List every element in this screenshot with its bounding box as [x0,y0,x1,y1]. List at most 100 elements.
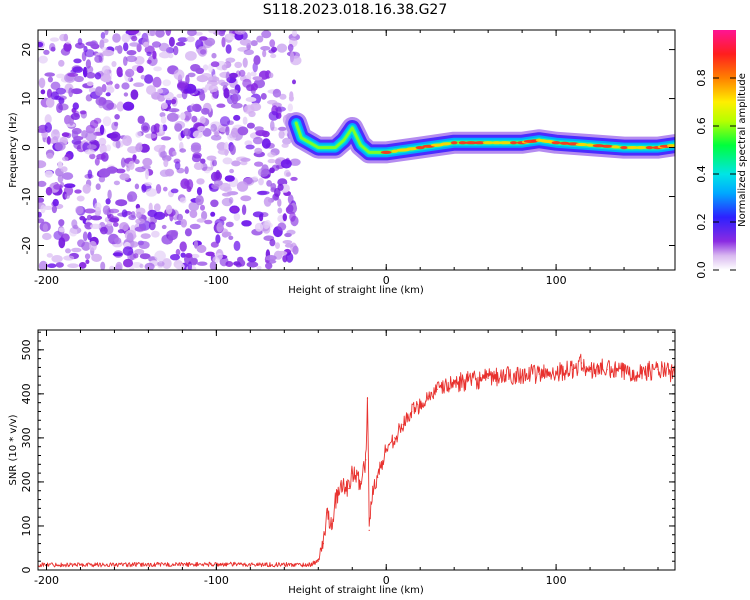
snr-data-point [538,373,540,375]
noise-blob [191,115,198,123]
noise-blob [60,166,68,173]
noise-blob [105,144,111,152]
noise-blob [154,250,166,262]
noise-blob [160,116,167,124]
snr-data-point [360,481,362,483]
noise-blob [253,55,261,66]
noise-blob [71,127,82,135]
noise-blob [234,30,246,35]
noise-blob [182,110,192,121]
noise-blob [134,159,140,165]
noise-blob [145,133,157,139]
noise-blob [122,135,132,147]
noise-blob [105,92,111,97]
noise-blob [62,156,69,162]
noise-blob [210,199,219,208]
noise-blob [216,222,224,233]
y-tick-label: 300 [20,427,33,448]
noise-blob [139,253,151,260]
noise-blob [202,127,212,137]
noise-blob [187,30,197,37]
noise-blob [242,57,248,68]
noise-blob [187,261,192,270]
y-tick-label: -20 [20,237,33,255]
noise-blob [103,69,110,81]
noise-blob [257,190,270,195]
signal-hotspot [430,143,444,147]
noise-blob [189,209,198,219]
noise-blob [135,218,146,225]
snr-data-point [581,362,583,364]
noise-blob [193,162,204,170]
noise-blob [199,91,206,102]
noise-blob [104,217,110,223]
noise-blob [87,144,97,150]
noise-blob [171,230,179,237]
noise-blob [75,205,84,215]
noise-blob [254,126,264,132]
snr-data-point [572,369,574,371]
noise-blob [50,81,61,91]
noise-blob [38,197,45,204]
noise-blob [210,211,216,217]
noise-blob [228,89,239,95]
noise-blob [260,93,267,100]
noise-blob [196,178,205,185]
noise-blob [174,123,183,132]
noise-blob [90,215,103,221]
noise-blob [161,102,168,110]
noise-blob [257,167,269,177]
noise-blob [265,262,273,270]
noise-blob [137,115,145,125]
noise-blob [157,88,164,94]
noise-blob [275,242,280,250]
noise-blob [289,158,301,166]
colorbar-tick-label: 0.8 [695,69,708,87]
noise-blob [200,158,206,164]
noise-blob [269,238,276,247]
snr-frame [37,329,676,571]
signal-hotspot [406,147,418,151]
noise-blob [98,176,106,183]
noise-blob [196,218,206,223]
noise-blob [210,61,220,68]
noise-blob [210,134,222,141]
noise-blob [88,240,97,252]
noise-blob [179,197,187,204]
snr-data-point [317,560,319,562]
noise-blob [174,161,181,170]
noise-blob [82,231,88,242]
y-tick-label: 0 [20,144,33,151]
noise-blob [159,124,164,134]
snr-content [38,353,675,568]
noise-blob [224,175,235,182]
signal-hotspot [380,150,392,154]
noise-blob [96,153,106,160]
noise-blob [71,88,83,95]
noise-blob [165,204,173,215]
noise-blob [187,72,196,78]
noise-blob [191,154,202,163]
noise-blob [216,103,226,108]
noise-blob [102,49,114,57]
signal-hotspot [627,146,638,150]
noise-blob [112,252,123,257]
noise-blob [265,255,277,261]
noise-blob [67,263,79,269]
noise-blob [230,102,243,109]
noise-blob [129,267,135,270]
noise-blob [270,53,277,59]
noise-blob [150,124,157,134]
noise-blob [200,49,207,55]
noise-blob [38,55,48,64]
noise-blob [102,205,111,216]
noise-blob [225,57,236,63]
noise-blob [161,224,167,230]
noise-blob [72,224,79,230]
noise-blob [144,262,155,270]
noise-blob [287,43,294,52]
colorbar-tick-label: 0.0 [695,261,708,279]
noise-blob [136,211,142,219]
noise-blob [184,166,189,175]
